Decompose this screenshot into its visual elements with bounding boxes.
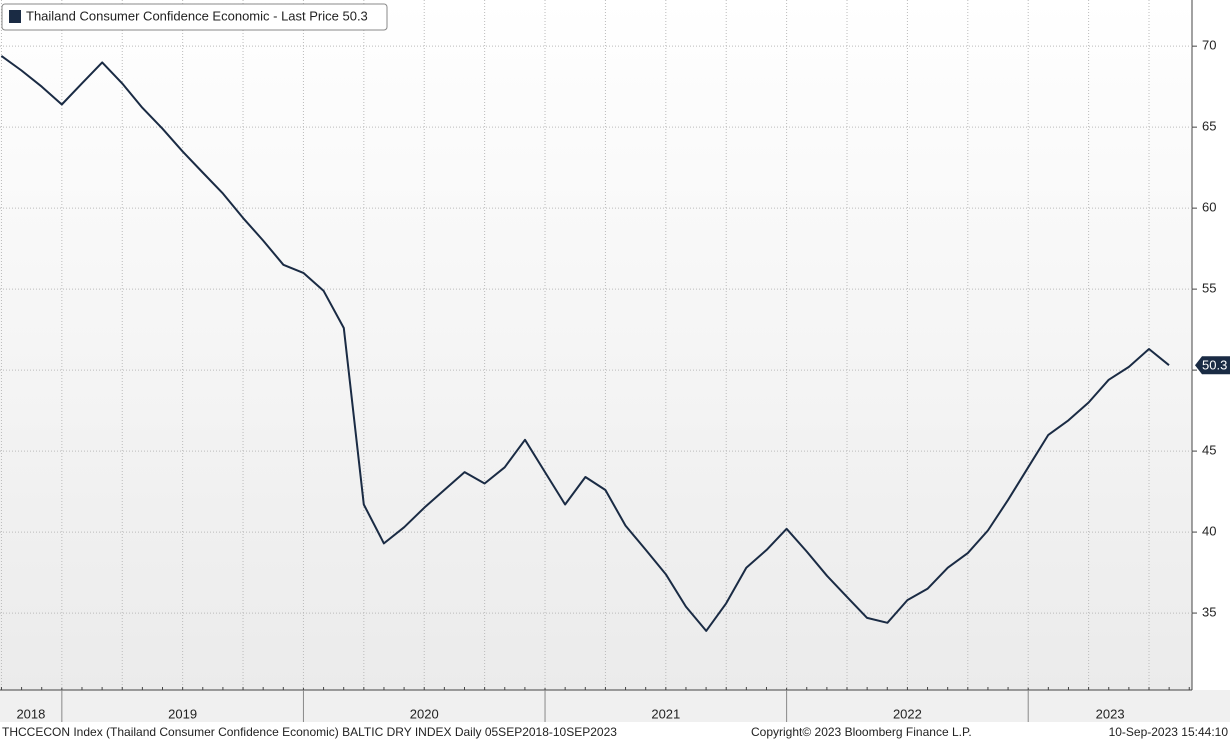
legend-box <box>1 3 388 31</box>
y-tick-label: 45 <box>1202 443 1216 458</box>
x-tick-label: 2020 <box>410 706 439 721</box>
last-price-label: 50.3 <box>1202 358 1227 373</box>
y-tick-label: 35 <box>1202 605 1216 620</box>
y-tick-label: 70 <box>1202 38 1216 53</box>
y-tick-label: 55 <box>1202 281 1216 296</box>
last-price-tag <box>1195 356 1230 375</box>
y-tick-label: 40 <box>1202 524 1216 539</box>
source-note: THCCECON Index (Thailand Consumer Confid… <box>2 725 617 739</box>
x-axis-band <box>0 690 1230 722</box>
y-tick-label: 60 <box>1202 200 1216 215</box>
plot-area <box>0 0 1192 690</box>
series-line <box>0 55 1170 632</box>
copyright: Copyright© 2023 Bloomberg Finance L.P. <box>751 725 972 739</box>
y-tick-label: 65 <box>1202 119 1216 134</box>
x-tick-label: 2018 <box>16 706 45 721</box>
legend-label: Thailand Consumer Confidence Economic - … <box>26 8 368 23</box>
x-tick-label: 2019 <box>168 706 197 721</box>
timestamp: 10-Sep-2023 15:44:10 <box>1109 725 1229 739</box>
legend-swatch <box>9 10 21 23</box>
x-tick-label: 2023 <box>1096 706 1125 721</box>
x-tick-label: 2022 <box>893 706 922 721</box>
x-tick-label: 2021 <box>651 706 680 721</box>
